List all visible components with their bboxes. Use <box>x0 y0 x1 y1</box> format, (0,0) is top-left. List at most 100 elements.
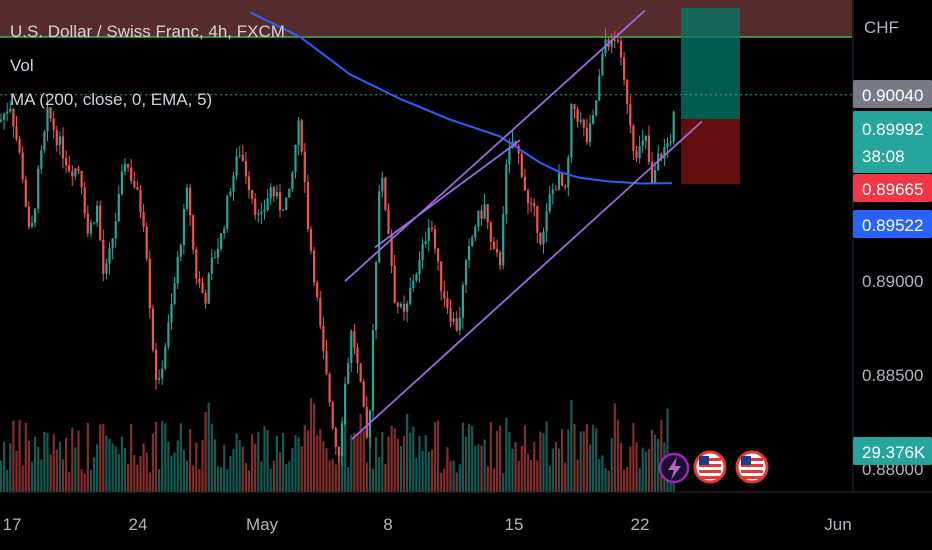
candle-body <box>647 135 650 163</box>
candle-body <box>396 302 399 307</box>
volume-bar <box>666 408 669 492</box>
volume-bar <box>381 432 384 492</box>
candle-body <box>458 317 461 331</box>
candle-body <box>499 252 502 266</box>
channel-upper-line[interactable] <box>344 9 646 282</box>
volume-bar <box>251 434 254 492</box>
candle-body <box>282 209 285 211</box>
position-stop-zone[interactable] <box>681 119 740 184</box>
candle-body <box>424 240 427 245</box>
us-flag-icon[interactable] <box>693 450 727 484</box>
volume-bar <box>536 460 539 492</box>
volume-bar <box>427 451 430 492</box>
candle-body <box>650 162 654 183</box>
candle-body <box>616 40 619 42</box>
volume-bar <box>291 447 294 492</box>
candle-body <box>573 104 576 110</box>
volume-bar <box>421 450 424 492</box>
volume-bar <box>49 454 52 492</box>
candle-body <box>204 293 207 304</box>
candle-body <box>272 186 275 197</box>
candle-body <box>452 318 455 322</box>
volume-legend[interactable]: Vol <box>10 56 34 75</box>
volume-bar <box>660 419 663 492</box>
candle-body <box>40 150 43 169</box>
candle-body <box>241 154 244 161</box>
candle-body <box>350 331 353 364</box>
candle-body <box>164 346 167 369</box>
lightning-icon[interactable] <box>658 452 690 484</box>
candle-body <box>133 181 136 187</box>
us-flag-icon[interactable] <box>735 450 769 484</box>
candle-body <box>480 210 483 219</box>
volume-bar <box>192 465 195 492</box>
candle-body <box>635 151 638 159</box>
volume-bar <box>282 432 285 492</box>
candle-body <box>316 282 319 298</box>
volume-bar <box>43 431 46 492</box>
volume-bar <box>554 441 557 492</box>
moving-average-legend[interactable]: MA (200, close, 0, EMA, 5) <box>10 90 213 109</box>
candle-body <box>334 428 337 447</box>
volume-bar <box>588 444 592 492</box>
candle-body <box>74 168 77 177</box>
candle-body <box>402 303 406 312</box>
candle-body <box>210 257 213 274</box>
volume-bar <box>117 453 120 492</box>
candle-body <box>288 188 291 198</box>
position-target-zone[interactable] <box>681 8 740 119</box>
candle-body <box>375 262 378 331</box>
candle-body <box>365 406 368 438</box>
candle-body <box>185 187 189 209</box>
volume-bar <box>130 424 133 492</box>
volume-bar <box>89 469 92 492</box>
volume-bar <box>412 426 415 492</box>
candle-body <box>539 232 542 244</box>
candle-body <box>145 226 148 259</box>
symbol-title[interactable]: U.S. Dollar / Swiss Franc, 4h, FXCM <box>10 22 285 41</box>
candle-body <box>595 100 598 116</box>
candle-body <box>468 246 471 261</box>
candle-body <box>669 141 672 144</box>
volume-bar <box>145 452 148 492</box>
channel-midline[interactable] <box>374 139 521 249</box>
volume-bar <box>461 422 464 492</box>
candle-body <box>545 211 548 232</box>
time-axis[interactable] <box>0 492 932 550</box>
candle-body <box>474 226 477 238</box>
volume-bar <box>322 441 325 492</box>
volume-bar <box>254 443 257 492</box>
candle-body <box>371 330 375 411</box>
candle-body <box>660 153 663 159</box>
candle-body <box>15 126 18 140</box>
volume-bar <box>418 435 421 492</box>
candle-body <box>313 250 316 283</box>
volume-bar <box>406 413 409 492</box>
candle-body <box>216 248 220 258</box>
candle-body <box>567 157 570 188</box>
volume-bar <box>176 440 179 492</box>
volume-bar <box>474 445 477 492</box>
candle-body <box>0 119 3 122</box>
candle-body <box>161 368 164 379</box>
bar-countdown-text: 38:08 <box>862 147 905 166</box>
volume-bar <box>489 421 492 492</box>
candle-body <box>508 148 511 165</box>
volume-bar <box>127 463 130 492</box>
channel-lower-line[interactable] <box>351 120 703 440</box>
moving-average-line[interactable] <box>249 11 673 185</box>
candle-body <box>247 176 251 191</box>
volume-bar <box>99 424 102 492</box>
candle-body <box>285 197 288 210</box>
volume-bar <box>309 398 313 492</box>
candle-body <box>502 214 505 266</box>
candle-body <box>179 244 182 257</box>
volume-bar <box>576 459 579 492</box>
volume-bar <box>306 430 309 492</box>
volume-bar <box>294 435 297 492</box>
volume-bar <box>235 433 238 492</box>
candle-body <box>182 208 185 245</box>
candle-body <box>114 221 117 239</box>
candle-body <box>71 171 74 177</box>
